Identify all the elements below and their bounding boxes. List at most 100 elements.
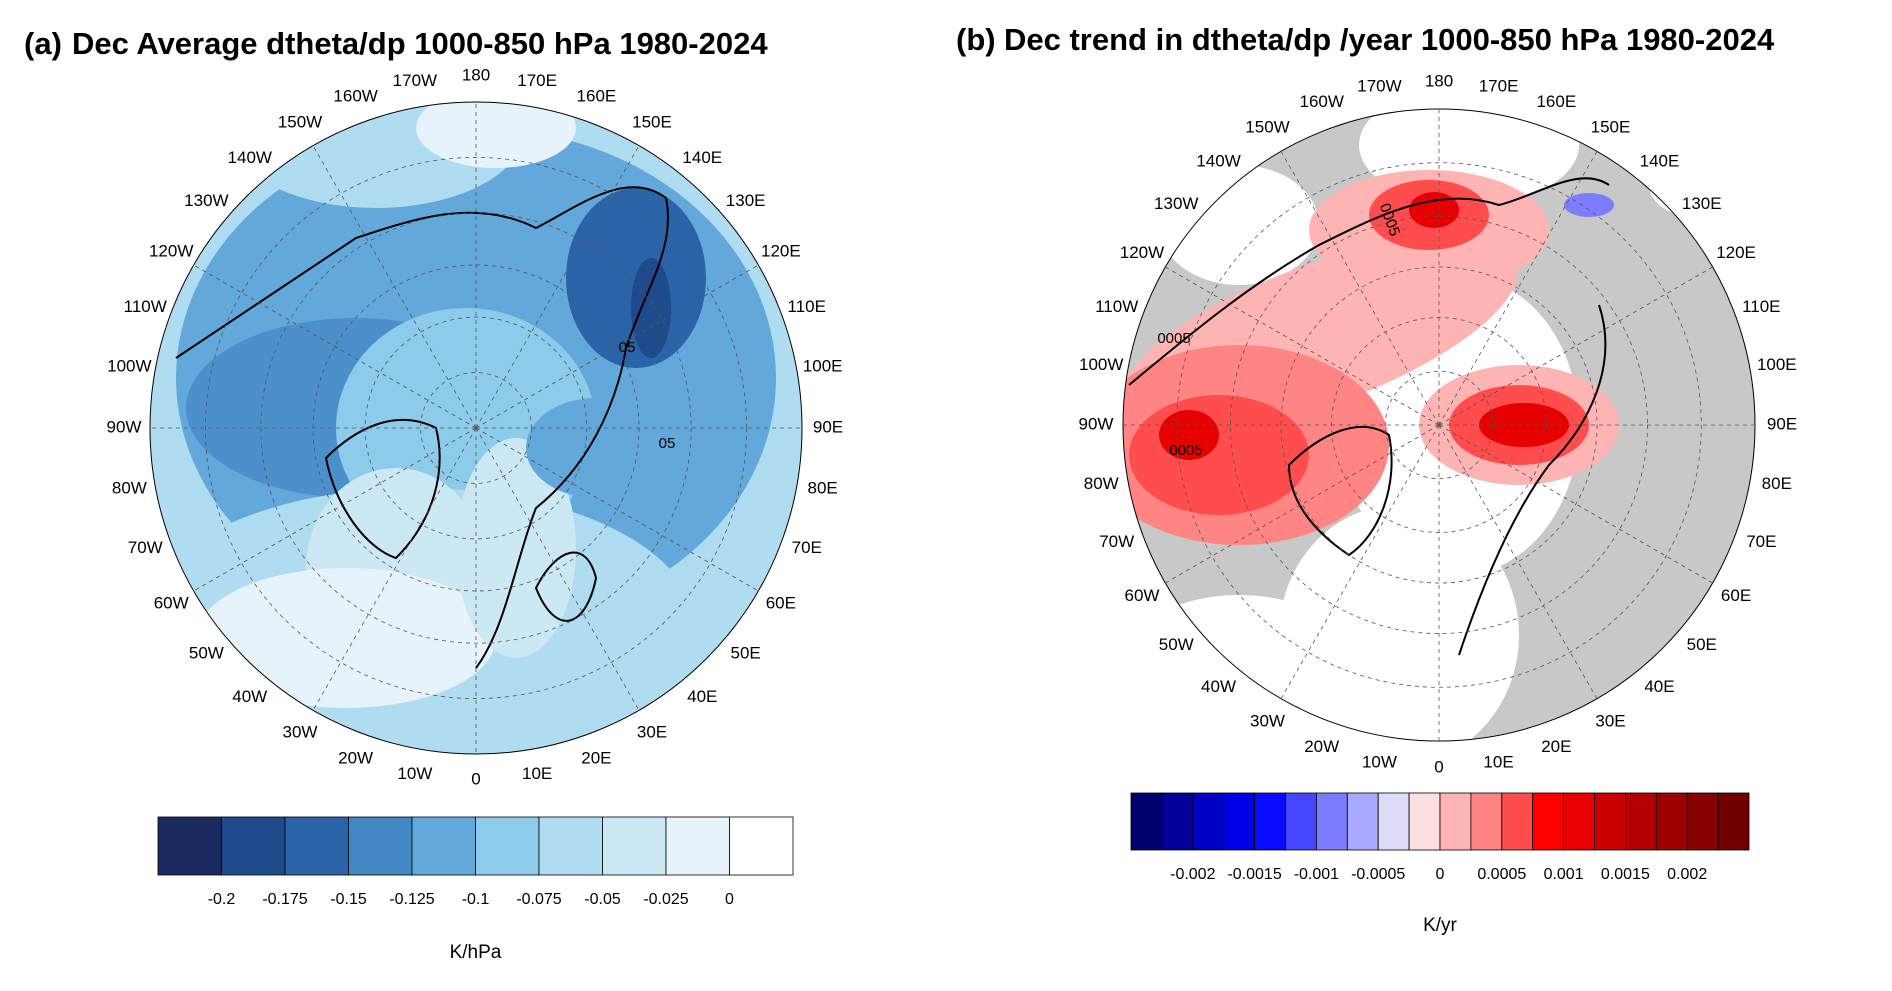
colorbar-tick-label: -0.2 xyxy=(208,891,236,908)
longitude-label: 10W xyxy=(1362,752,1397,771)
colorbar-box xyxy=(1470,792,1503,851)
colorbar-box xyxy=(1501,792,1534,851)
colorbar-tick-label: -0.025 xyxy=(643,891,688,908)
colorbar-box xyxy=(1316,792,1348,851)
colorbar-box xyxy=(1655,792,1688,851)
colorbar-tick-label: 0.0015 xyxy=(1601,866,1650,883)
map-b: 180 170E 160E 150E 140E 130E 120E 110E 100E 90E 80… xyxy=(1079,71,1798,776)
longitude-label: 60E xyxy=(766,593,796,612)
longitude-label: 80E xyxy=(1762,474,1792,493)
colorbar-tick-label: -0.002 xyxy=(1170,866,1215,883)
colorbar-box xyxy=(475,816,540,876)
longitude-label: 150E xyxy=(1591,117,1631,136)
colorbar-tick-label: -0.0015 xyxy=(1227,866,1281,883)
longitude-label: 60E xyxy=(1721,586,1751,605)
colorbar-box xyxy=(1254,792,1286,851)
longitude-label: 30W xyxy=(283,722,318,741)
longitude-label: 40W xyxy=(1201,677,1236,696)
graticule xyxy=(193,427,477,592)
colorbar-tick-label: 0 xyxy=(725,891,734,908)
contour-label: 05 xyxy=(619,339,636,356)
graticule xyxy=(1280,266,1598,584)
graticule xyxy=(475,145,640,429)
longitude-label: 160E xyxy=(1536,92,1576,111)
longitude-label: 30E xyxy=(637,722,667,741)
longitude-label: 140E xyxy=(1640,152,1680,171)
contour-label: 0005 xyxy=(1157,330,1190,347)
graticule xyxy=(260,212,692,644)
colorbar-tick-label: -0.125 xyxy=(389,891,434,908)
longitude-label: 0 xyxy=(1434,757,1443,776)
longitude-label: 110E xyxy=(788,297,826,316)
colorbar-box xyxy=(1625,792,1657,851)
longitude-label: 80E xyxy=(808,479,838,498)
longitude-label: 0 xyxy=(471,769,480,788)
colorbar-tick-label: -0.15 xyxy=(330,891,367,908)
longitude-label: 160W xyxy=(333,87,377,106)
longitude-label: 70E xyxy=(1746,532,1776,551)
longitude-label: 100W xyxy=(107,356,151,375)
longitude-label: 180 xyxy=(1425,71,1453,90)
colorbar-tick-label: 0.0005 xyxy=(1477,866,1526,883)
colorbar-tick-label: -0.05 xyxy=(584,891,621,908)
longitude-label: 100E xyxy=(1757,355,1797,374)
longitude-label: 20W xyxy=(338,748,373,767)
longitude-label: 90E xyxy=(813,417,843,436)
longitude-label: 50W xyxy=(1159,635,1194,654)
contour-label: 0005 xyxy=(1169,442,1202,459)
longitude-label: 90E xyxy=(1767,414,1797,433)
longitude-label: 160W xyxy=(1299,92,1343,111)
longitude-label: 70W xyxy=(128,538,163,557)
colorbar-box xyxy=(411,816,476,876)
longitude-label: 120W xyxy=(149,241,193,260)
graticule xyxy=(475,427,640,711)
colorbar-box xyxy=(348,816,413,876)
colorbar-tick-label: 0 xyxy=(1436,866,1445,883)
colorbar-box xyxy=(1192,792,1225,851)
longitude-label: 180 xyxy=(462,65,490,84)
longitude-label: 50E xyxy=(1687,635,1717,654)
longitude-label: 40E xyxy=(1644,677,1674,696)
panel-label: (b) xyxy=(956,22,996,57)
longitude-label: 10E xyxy=(1483,752,1513,771)
colorbar-box xyxy=(1717,792,1750,851)
colorbar-box xyxy=(729,816,794,876)
graticule xyxy=(420,372,532,484)
graticule xyxy=(312,145,477,429)
longitude-label: 30E xyxy=(1595,712,1625,731)
longitude-label: 150W xyxy=(278,113,322,132)
graticule xyxy=(475,264,759,429)
colorbar-box xyxy=(602,816,667,876)
longitude-label: 140W xyxy=(1196,152,1240,171)
longitude-label: 70W xyxy=(1099,532,1134,551)
longitude-label: 20W xyxy=(1304,737,1339,756)
colorbar-box xyxy=(1285,792,1317,851)
longitude-label: 130W xyxy=(184,191,228,210)
longitude-label: 120E xyxy=(761,241,801,260)
colorbar-tick-label: -0.0005 xyxy=(1351,866,1405,883)
longitude-label: 130E xyxy=(726,191,766,210)
graticule xyxy=(1176,162,1702,688)
longitude-label: 110W xyxy=(1095,297,1138,316)
colorbar-box xyxy=(665,816,730,876)
longitude-label: 10W xyxy=(397,764,432,783)
colorbar-box xyxy=(1439,792,1472,851)
longitude-label: 40W xyxy=(232,687,267,706)
longitude-label: 30W xyxy=(1250,712,1285,731)
longitude-label: 110W xyxy=(124,297,167,316)
longitude-label: 20E xyxy=(581,748,611,767)
graticule xyxy=(1384,370,1494,480)
longitude-label: 130W xyxy=(1154,194,1198,213)
colorbar-box xyxy=(1686,792,1719,851)
colorbar-box xyxy=(1594,792,1626,851)
colorbar-tick-label: -0.075 xyxy=(516,891,561,908)
graticule xyxy=(205,157,747,699)
longitude-label: 50E xyxy=(731,644,761,663)
longitude-label: 20E xyxy=(1541,737,1571,756)
longitude-label: 110E xyxy=(1742,297,1780,316)
longitude-label: 50W xyxy=(189,644,224,663)
longitude-label: 160E xyxy=(577,87,617,106)
panel-title: Dec trend in dtheta/dp /year 1000-850 hP… xyxy=(1004,22,1775,57)
longitude-label: 120W xyxy=(1120,243,1164,262)
longitude-label: 140E xyxy=(682,148,722,167)
